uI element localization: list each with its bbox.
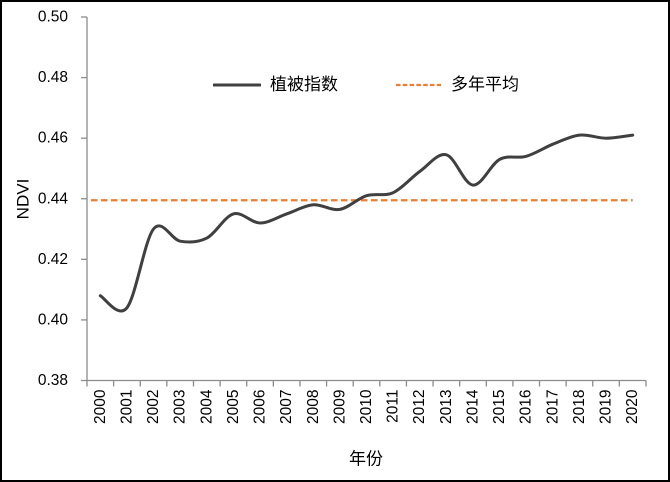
x-tick-label: 2000 xyxy=(92,389,109,424)
legend-label-multiyear-average: 多年平均 xyxy=(451,75,519,94)
legend-solid-line-sample xyxy=(213,83,261,86)
y-tick-label: 0.48 xyxy=(38,69,68,86)
legend-item-multiyear-average: 多年平均 xyxy=(395,76,519,93)
vegetation-index-line xyxy=(98,133,635,313)
y-tick-label: 0.38 xyxy=(38,372,68,389)
x-tick-label: 2005 xyxy=(225,390,242,424)
legend-label-vegetation-index: 植被指数 xyxy=(270,75,338,94)
y-tick-label: 0.46 xyxy=(38,130,68,147)
x-tick-label: 2003 xyxy=(172,390,189,424)
chart-legend: 植被指数 多年平均 xyxy=(213,76,519,93)
x-tick-label: 2011 xyxy=(385,390,402,423)
x-tick-label: 2018 xyxy=(571,390,588,424)
y-tick-label: 0.50 xyxy=(38,9,69,26)
x-axis-title: 年份 xyxy=(349,450,383,469)
x-tick-label: 2009 xyxy=(331,390,348,424)
x-tick-label: 2004 xyxy=(198,389,215,424)
x-tick-label: 2013 xyxy=(438,390,455,424)
x-tick-label: 2002 xyxy=(145,390,162,424)
y-tick-label: 0.42 xyxy=(38,251,68,268)
y-tick-label: 0.40 xyxy=(38,311,69,328)
x-tick-label: 2019 xyxy=(598,390,615,424)
x-tick-label: 2006 xyxy=(252,390,269,424)
x-tick-label: 2010 xyxy=(358,389,375,424)
x-tick-label: 2020 xyxy=(624,389,641,424)
x-tick-label: 2017 xyxy=(544,390,561,424)
x-tick-label: 2016 xyxy=(518,390,535,424)
x-tick-label: 2015 xyxy=(491,389,508,423)
x-tick-label: 2012 xyxy=(411,390,428,424)
legend-item-vegetation-index: 植被指数 xyxy=(213,76,338,93)
y-axis-title: NDVI xyxy=(14,179,33,220)
x-tick-label: 2001 xyxy=(118,390,135,424)
y-tick-label: 0.44 xyxy=(38,190,69,207)
legend-dashed-line-sample xyxy=(396,83,441,86)
x-tick-label: 2014 xyxy=(464,389,481,424)
x-tick-label: 2008 xyxy=(305,390,322,424)
x-tick-label: 2007 xyxy=(278,390,295,424)
